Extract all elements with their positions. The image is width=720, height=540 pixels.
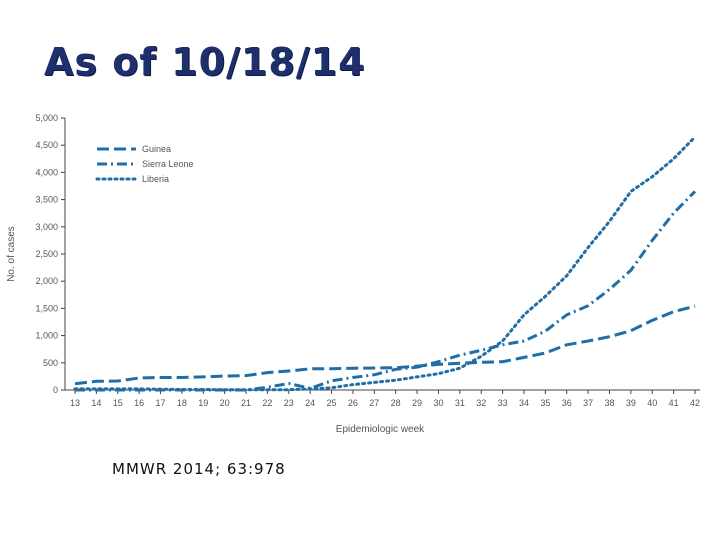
x-tick-label: 39 — [626, 398, 636, 408]
x-tick-label: 41 — [669, 398, 679, 408]
x-tick-label: 22 — [262, 398, 272, 408]
y-tick-label: 4,000 — [35, 167, 58, 177]
x-tick-label: 17 — [156, 398, 166, 408]
chart-legend: Guinea Sierra Leone Liberia — [95, 144, 194, 184]
x-tick-label: 37 — [583, 398, 593, 408]
series-line-sierra-leone — [75, 190, 697, 392]
x-tick-label: 31 — [455, 398, 465, 408]
x-tick-label: 14 — [91, 398, 101, 408]
y-tick-label: 3,500 — [35, 195, 58, 205]
y-tick-label: 3,000 — [35, 222, 58, 232]
x-tick-label: 20 — [220, 398, 230, 408]
y-axis-ticks: 0 500 1,000 1,500 2,000 2,500 3,000 3,500 4,000 4… — [35, 113, 65, 395]
x-tick-label: 13 — [70, 398, 80, 408]
x-tick-label: 15 — [113, 398, 123, 408]
y-tick-label: 0 — [53, 385, 58, 395]
y-tick-label: 500 — [43, 358, 58, 368]
y-tick-label: 2,000 — [35, 276, 58, 286]
y-tick-label: 2,500 — [35, 249, 58, 259]
x-tick-label: 28 — [391, 398, 401, 408]
x-tick-label: 18 — [177, 398, 187, 408]
x-tick-label: 38 — [604, 398, 614, 408]
x-axis-ticks: 13 14 15 16 17 18 19 20 21 22 23 24 25 26 27 28 29 30 31 32… — [70, 390, 700, 408]
x-axis-title: Epidemiologic week — [336, 424, 425, 435]
legend-label-sierra-leone: Sierra Leone — [142, 159, 194, 169]
series-line-liberia — [73, 135, 697, 392]
series-line-guinea — [74, 304, 696, 386]
citation: MMWR 2014; 63:978 — [112, 460, 286, 478]
y-tick-label: 1,500 — [35, 303, 58, 313]
y-tick-label: 1,000 — [35, 331, 58, 341]
y-tick-label: 4,500 — [35, 140, 58, 150]
x-tick-label: 16 — [134, 398, 144, 408]
legend-label-liberia: Liberia — [142, 174, 169, 184]
x-tick-label: 34 — [519, 398, 529, 408]
ebola-cases-chart: 0 500 1,000 1,500 2,000 2,500 3,000 3,500 4,000 4… — [6, 113, 700, 435]
x-tick-label: 36 — [562, 398, 572, 408]
x-tick-label: 24 — [305, 398, 315, 408]
x-tick-label: 42 — [690, 398, 700, 408]
x-tick-label: 25 — [327, 398, 337, 408]
series-lines — [73, 135, 697, 392]
slide-title: As of 10/18/14 — [44, 40, 366, 84]
x-tick-label: 23 — [284, 398, 294, 408]
x-tick-label: 21 — [241, 398, 251, 408]
x-tick-label: 35 — [540, 398, 550, 408]
y-axis-title: No. of cases — [6, 226, 17, 282]
x-tick-label: 29 — [412, 398, 422, 408]
legend-label-guinea: Guinea — [142, 144, 171, 154]
x-tick-label: 26 — [348, 398, 358, 408]
x-tick-label: 30 — [433, 398, 443, 408]
y-tick-label: 5,000 — [35, 113, 58, 123]
x-tick-label: 33 — [498, 398, 508, 408]
x-tick-label: 19 — [198, 398, 208, 408]
x-tick-label: 27 — [369, 398, 379, 408]
x-tick-label: 40 — [647, 398, 657, 408]
x-tick-label: 32 — [476, 398, 486, 408]
